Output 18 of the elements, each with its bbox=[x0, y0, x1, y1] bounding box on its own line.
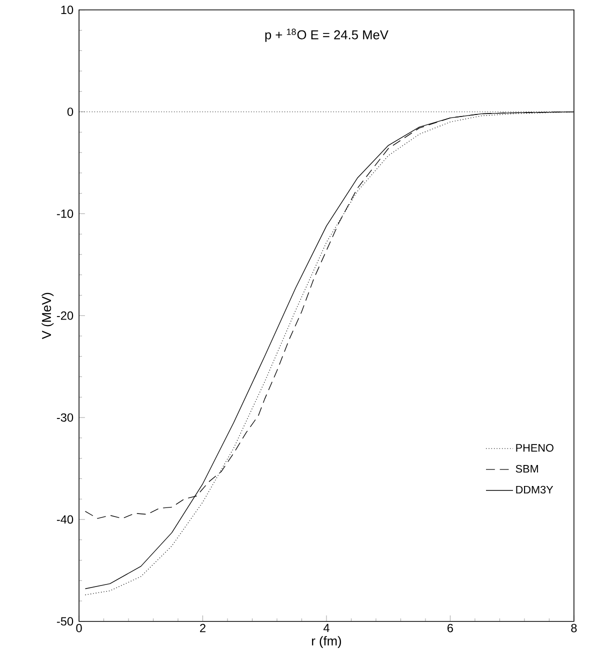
y-tick-label: -50 bbox=[57, 617, 74, 626]
y-tick-label: -30 bbox=[57, 413, 74, 422]
y-tick-label: 10 bbox=[61, 6, 74, 14]
y-axis-title: V (MeV) bbox=[42, 292, 54, 340]
x-axis-title: r (fm) bbox=[312, 636, 342, 648]
x-tick-label: 8 bbox=[571, 624, 577, 632]
text: p + $^{18}$O E = 24.5 MeV bbox=[266, 28, 389, 42]
y-tick-label: -10 bbox=[57, 210, 74, 218]
x-tick-label: 6 bbox=[448, 624, 454, 632]
x-tick-label: 4 bbox=[324, 624, 330, 632]
y-tick-label: -40 bbox=[57, 515, 74, 524]
x-tick-label: 2 bbox=[200, 624, 206, 632]
legend-label: SBM bbox=[516, 464, 538, 473]
legend-label: PHENO bbox=[516, 444, 554, 452]
legend-label: DDM3Y bbox=[516, 486, 554, 494]
y-tick-label: 0 bbox=[68, 108, 74, 116]
x-tick-label: 0 bbox=[76, 624, 82, 632]
y-tick-label: -20 bbox=[57, 311, 74, 320]
